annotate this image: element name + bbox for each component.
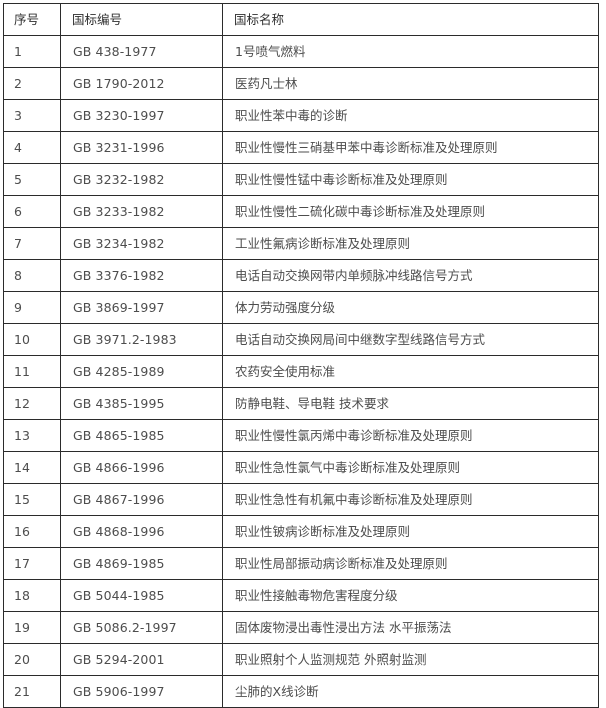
- cell-seq: 18: [3, 579, 61, 612]
- cell-standard-code: GB 4866-1996: [60, 451, 223, 484]
- cell-standard-code: GB 3231-1996: [60, 131, 223, 164]
- cell-seq: 21: [3, 675, 61, 708]
- cell-seq: 7: [3, 227, 61, 260]
- table-row: 20 GB 5294-2001 职业照射个人监测规范 外照射监测: [3, 643, 599, 676]
- cell-standard-name: 职业照射个人监测规范 外照射监测: [222, 643, 599, 676]
- cell-standard-code: GB 5294-2001: [60, 643, 223, 676]
- cell-standard-name: 1号喷气燃料: [222, 35, 599, 68]
- cell-standard-code: GB 3230-1997: [60, 99, 223, 132]
- table-row: 16 GB 4868-1996 职业性铍病诊断标准及处理原则: [3, 515, 599, 548]
- cell-standard-code: GB 5044-1985: [60, 579, 223, 612]
- cell-standard-code: GB 4869-1985: [60, 547, 223, 580]
- cell-standard-code: GB 3376-1982: [60, 259, 223, 292]
- cell-seq: 2: [3, 67, 61, 100]
- cell-standard-name: 体力劳动强度分级: [222, 291, 599, 324]
- cell-standard-code: GB 4285-1989: [60, 355, 223, 388]
- table-row: 21 GB 5906-1997 尘肺的X线诊断: [3, 675, 599, 708]
- table-row: 15 GB 4867-1996 职业性急性有机氟中毒诊断标准及处理原则: [3, 483, 599, 516]
- cell-seq: 9: [3, 291, 61, 324]
- table-row: 11 GB 4285-1989 农药安全使用标准: [3, 355, 599, 388]
- table-row: 17 GB 4869-1985 职业性局部振动病诊断标准及处理原则: [3, 547, 599, 580]
- table-row: 14 GB 4866-1996 职业性急性氯气中毒诊断标准及处理原则: [3, 451, 599, 484]
- cell-standard-name: 职业性急性氯气中毒诊断标准及处理原则: [222, 451, 599, 484]
- cell-standard-name: 职业性局部振动病诊断标准及处理原则: [222, 547, 599, 580]
- cell-standard-code: GB 4867-1996: [60, 483, 223, 516]
- table-row: 4 GB 3231-1996 职业性慢性三硝基甲苯中毒诊断标准及处理原则: [3, 131, 599, 164]
- cell-standard-code: GB 4385-1995: [60, 387, 223, 420]
- cell-standard-name: 职业性慢性氯丙烯中毒诊断标准及处理原则: [222, 419, 599, 452]
- cell-seq: 11: [3, 355, 61, 388]
- cell-standard-code: GB 3234-1982: [60, 227, 223, 260]
- table-header: 序号 国标编号 国标名称: [3, 3, 599, 36]
- table-row: 19 GB 5086.2-1997 固体废物浸出毒性浸出方法 水平振荡法: [3, 611, 599, 644]
- table-body: 1 GB 438-1977 1号喷气燃料 2 GB 1790-2012 医药凡士林 3 GB …: [3, 35, 599, 708]
- cell-seq: 12: [3, 387, 61, 420]
- table-row: 9 GB 3869-1997 体力劳动强度分级: [3, 291, 599, 324]
- column-header-seq: 序号: [3, 3, 61, 36]
- cell-standard-name: 固体废物浸出毒性浸出方法 水平振荡法: [222, 611, 599, 644]
- table-row: 2 GB 1790-2012 医药凡士林: [3, 67, 599, 100]
- cell-seq: 19: [3, 611, 61, 644]
- cell-standard-name: 职业性慢性三硝基甲苯中毒诊断标准及处理原则: [222, 131, 599, 164]
- cell-standard-name: 职业性苯中毒的诊断: [222, 99, 599, 132]
- table-row: 13 GB 4865-1985 职业性慢性氯丙烯中毒诊断标准及处理原则: [3, 419, 599, 452]
- cell-standard-code: GB 3971.2-1983: [60, 323, 223, 356]
- cell-standard-name: 电话自动交换网带内单频脉冲线路信号方式: [222, 259, 599, 292]
- cell-standard-name: 职业性接触毒物危害程度分级: [222, 579, 599, 612]
- table-header-row: 序号 国标编号 国标名称: [3, 3, 599, 36]
- cell-standard-name: 电话自动交换网局间中继数字型线路信号方式: [222, 323, 599, 356]
- cell-seq: 5: [3, 163, 61, 196]
- cell-standard-name: 医药凡士林: [222, 67, 599, 100]
- cell-seq: 14: [3, 451, 61, 484]
- table-row: 18 GB 5044-1985 职业性接触毒物危害程度分级: [3, 579, 599, 612]
- cell-seq: 17: [3, 547, 61, 580]
- cell-standard-code: GB 1790-2012: [60, 67, 223, 100]
- table-row: 1 GB 438-1977 1号喷气燃料: [3, 35, 599, 68]
- cell-standard-name: 职业性慢性锰中毒诊断标准及处理原则: [222, 163, 599, 196]
- cell-standard-code: GB 3233-1982: [60, 195, 223, 228]
- cell-seq: 1: [3, 35, 61, 68]
- cell-seq: 15: [3, 483, 61, 516]
- cell-seq: 20: [3, 643, 61, 676]
- column-header-code: 国标编号: [60, 3, 223, 36]
- standards-table: 序号 国标编号 国标名称 1 GB 438-1977 1号喷气燃料 2 GB 1790-…: [3, 3, 599, 708]
- table-row: 10 GB 3971.2-1983 电话自动交换网局间中继数字型线路信号方式: [3, 323, 599, 356]
- cell-standard-code: GB 3232-1982: [60, 163, 223, 196]
- cell-standard-name: 职业性急性有机氟中毒诊断标准及处理原则: [222, 483, 599, 516]
- cell-seq: 13: [3, 419, 61, 452]
- cell-seq: 3: [3, 99, 61, 132]
- cell-seq: 4: [3, 131, 61, 164]
- table-row: 8 GB 3376-1982 电话自动交换网带内单频脉冲线路信号方式: [3, 259, 599, 292]
- page-root: 序号 国标编号 国标名称 1 GB 438-1977 1号喷气燃料 2 GB 1790-…: [3, 3, 599, 708]
- cell-standard-code: GB 5086.2-1997: [60, 611, 223, 644]
- table-row: 12 GB 4385-1995 防静电鞋、导电鞋 技术要求: [3, 387, 599, 420]
- cell-standard-name: 防静电鞋、导电鞋 技术要求: [222, 387, 599, 420]
- cell-standard-code: GB 3869-1997: [60, 291, 223, 324]
- table-row: 6 GB 3233-1982 职业性慢性二硫化碳中毒诊断标准及处理原则: [3, 195, 599, 228]
- cell-standard-code: GB 438-1977: [60, 35, 223, 68]
- cell-seq: 8: [3, 259, 61, 292]
- cell-seq: 16: [3, 515, 61, 548]
- cell-standard-name: 职业性慢性二硫化碳中毒诊断标准及处理原则: [222, 195, 599, 228]
- table-row: 7 GB 3234-1982 工业性氟病诊断标准及处理原则: [3, 227, 599, 260]
- table-row: 5 GB 3232-1982 职业性慢性锰中毒诊断标准及处理原则: [3, 163, 599, 196]
- cell-standard-code: GB 5906-1997: [60, 675, 223, 708]
- cell-seq: 6: [3, 195, 61, 228]
- cell-standard-code: GB 4868-1996: [60, 515, 223, 548]
- cell-standard-name: 农药安全使用标准: [222, 355, 599, 388]
- table-row: 3 GB 3230-1997 职业性苯中毒的诊断: [3, 99, 599, 132]
- cell-standard-name: 职业性铍病诊断标准及处理原则: [222, 515, 599, 548]
- cell-seq: 10: [3, 323, 61, 356]
- cell-standard-code: GB 4865-1985: [60, 419, 223, 452]
- cell-standard-name: 尘肺的X线诊断: [222, 675, 599, 708]
- column-header-name: 国标名称: [222, 3, 599, 36]
- cell-standard-name: 工业性氟病诊断标准及处理原则: [222, 227, 599, 260]
